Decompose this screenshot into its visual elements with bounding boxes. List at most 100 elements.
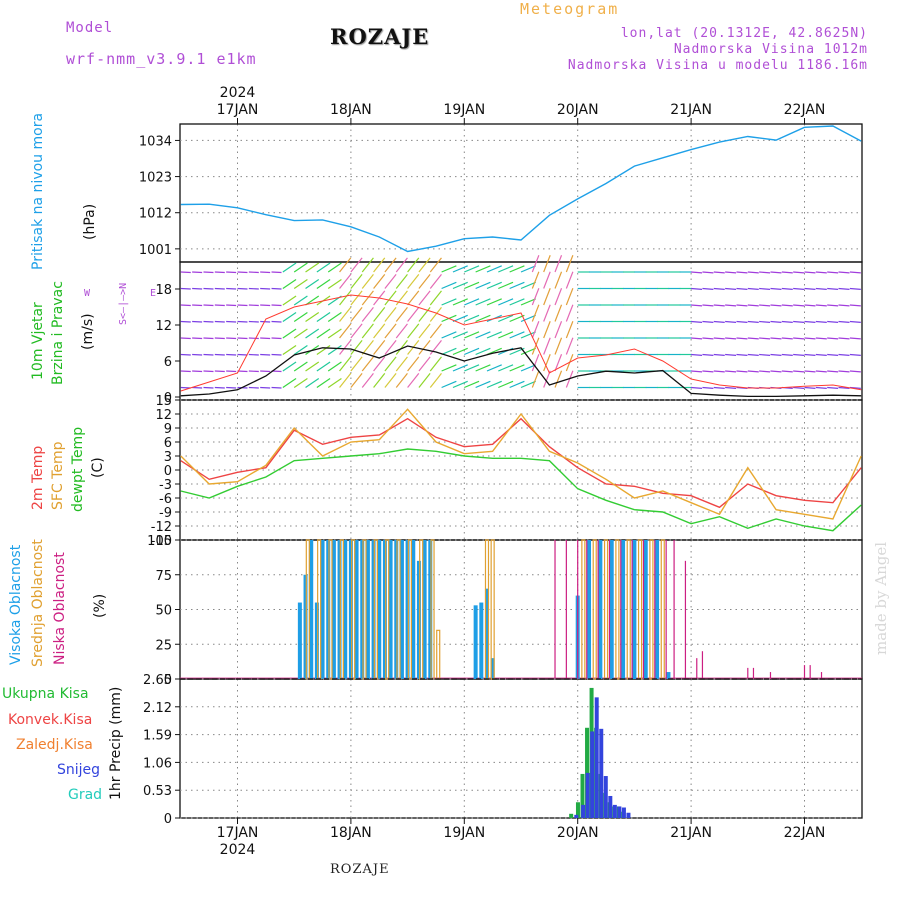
wind-barb xyxy=(441,347,457,356)
wind-barb xyxy=(350,340,363,355)
wind-barb xyxy=(373,373,386,388)
wind-barb xyxy=(475,364,491,372)
wind-barb xyxy=(554,255,563,273)
wind-barb xyxy=(429,307,442,322)
wind-barb xyxy=(305,262,320,273)
wind-barb xyxy=(713,320,725,323)
cloud-bar-high xyxy=(297,602,302,679)
wind-barb xyxy=(407,257,420,273)
wind-barb xyxy=(282,295,297,306)
wind-barb xyxy=(452,265,468,273)
wind-barb xyxy=(691,370,703,373)
wind-barb xyxy=(691,271,703,274)
wind-barb xyxy=(747,320,759,323)
temp-tick-label: 15 xyxy=(155,394,172,409)
wind-barb xyxy=(691,353,703,356)
wind-barb xyxy=(849,386,861,389)
precip-tick-label: 2.12 xyxy=(143,701,172,716)
wind-barb xyxy=(804,337,816,340)
wind-barb xyxy=(736,304,748,307)
wind-barb xyxy=(464,364,480,372)
cloud-bar-high xyxy=(360,540,365,679)
wind-barb xyxy=(838,304,850,307)
cloud-bar-high xyxy=(490,658,495,679)
wind-barb xyxy=(691,304,703,307)
wind-barb xyxy=(827,320,839,323)
wind-barb xyxy=(531,271,540,289)
wind-barb xyxy=(827,370,839,373)
wind-barb xyxy=(736,287,748,290)
wind-barb xyxy=(429,323,442,339)
wind-barb xyxy=(725,370,737,373)
wind-barb xyxy=(804,287,816,290)
wind-barb xyxy=(475,298,491,306)
wind-barb xyxy=(827,337,839,340)
wind-barb xyxy=(713,353,725,356)
wind-barb xyxy=(827,386,839,389)
wind-barb xyxy=(509,298,525,306)
cloud-bar-high xyxy=(609,540,614,679)
panel-frame xyxy=(179,261,863,401)
wind-barb xyxy=(815,320,827,323)
wind-barb xyxy=(305,311,320,322)
wind-barb xyxy=(702,304,714,307)
wind-barb xyxy=(531,354,540,372)
wind-barb xyxy=(781,271,793,274)
wind-barb xyxy=(361,307,374,322)
cloud-bar-high xyxy=(388,540,393,679)
cloud-bar-mid xyxy=(407,539,412,680)
wind-barb xyxy=(350,323,363,339)
wind-barb xyxy=(520,364,536,372)
wind-barb xyxy=(827,271,839,274)
wind-barb xyxy=(849,287,861,290)
wind-barb xyxy=(815,337,827,340)
wind-barb xyxy=(702,287,714,290)
wind-barb xyxy=(452,364,468,372)
wind-barb xyxy=(747,304,759,307)
wind-barb xyxy=(361,373,374,388)
wind-barb xyxy=(339,257,352,273)
wind-barb xyxy=(793,271,805,274)
footer-station: ROZAJE xyxy=(330,862,390,877)
wind-barb xyxy=(815,304,827,307)
cloud-bar-mid xyxy=(430,539,435,680)
wind-barb xyxy=(441,298,457,306)
cloud-bar-mid xyxy=(436,629,441,680)
cloud-bar-high xyxy=(331,540,336,679)
top-year-label: 2024 xyxy=(220,85,256,101)
wind-barb xyxy=(838,370,850,373)
temp-series-line-2 xyxy=(180,448,862,532)
wind-barb xyxy=(293,361,308,372)
wind-barb xyxy=(509,364,525,372)
wind-barb xyxy=(316,262,331,273)
wind-barb xyxy=(804,271,816,274)
wind-barb xyxy=(543,337,551,355)
wind-barb xyxy=(384,373,397,388)
wind-barb xyxy=(464,331,480,339)
wind-barb xyxy=(793,370,805,373)
wind-barb xyxy=(327,361,342,372)
wind-barb xyxy=(759,353,771,356)
wind-barb xyxy=(691,320,703,323)
wind-tick-label: 12 xyxy=(155,319,172,334)
wind-barb xyxy=(395,373,408,388)
wind-barb xyxy=(520,380,536,389)
cloud-tick-label: 75 xyxy=(155,569,172,584)
wind-barb xyxy=(452,380,468,389)
wind-barb xyxy=(441,331,457,339)
wind-barb xyxy=(282,377,297,388)
wind-barb xyxy=(509,265,525,273)
wind-barb xyxy=(418,257,431,273)
cloud-bar-high xyxy=(479,602,484,679)
wind-barb xyxy=(464,380,480,389)
wind-barb xyxy=(316,328,331,339)
wind-barb xyxy=(293,295,308,306)
cloud-bar-mid xyxy=(660,539,665,680)
top-date-label: 17JAN xyxy=(217,102,259,118)
wind-barb xyxy=(327,377,342,388)
wind-barb xyxy=(418,274,431,289)
wind-barb xyxy=(565,304,574,322)
wind-barb xyxy=(725,337,737,340)
wind-barb xyxy=(531,321,540,339)
wind-barb xyxy=(770,337,782,340)
